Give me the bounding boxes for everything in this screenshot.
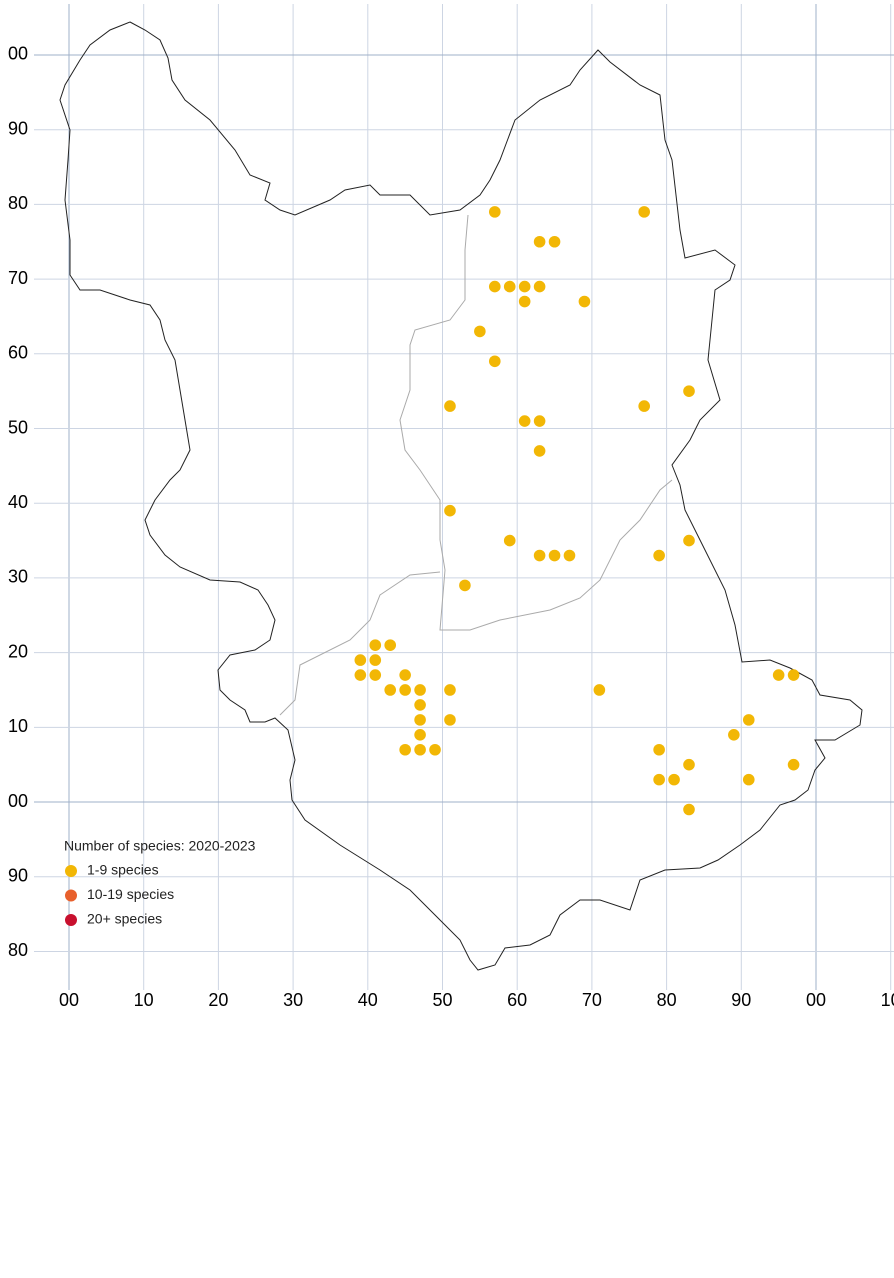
record-dot — [653, 549, 665, 562]
x-tick-label: 70 — [582, 990, 602, 1010]
record-dot — [578, 295, 591, 308]
record-dot — [488, 206, 501, 218]
record-dot — [474, 325, 486, 338]
record-dot — [414, 714, 426, 726]
y-tick-label: 90 — [8, 118, 28, 138]
x-tick-label: 10 — [134, 990, 154, 1010]
record-dot — [518, 295, 531, 308]
legend: 1-9 species 10-19 species 20+ species — [65, 862, 174, 927]
record-dot — [653, 743, 665, 756]
record-dot — [683, 758, 695, 771]
y-tick-label: 40 — [8, 492, 28, 512]
record-dot — [414, 743, 426, 756]
x-tick-label: 40 — [358, 990, 378, 1010]
district-boundary — [279, 214, 673, 716]
y-tick-label: 50 — [8, 417, 28, 437]
legend-label: 20+ species — [87, 911, 162, 927]
x-tick-label: 10 — [881, 990, 894, 1010]
legend-marker — [65, 889, 77, 902]
record-dot — [638, 400, 650, 412]
record-dot — [728, 729, 740, 741]
x-tick-label: 00 — [806, 990, 826, 1010]
record-dot — [444, 400, 456, 412]
record-dot — [742, 714, 755, 726]
record-dot — [683, 803, 695, 816]
record-dot — [444, 684, 456, 696]
x-tick-label: 50 — [432, 990, 452, 1010]
x-tick-label: 00 — [59, 990, 79, 1010]
record-dot — [518, 415, 531, 427]
record-dot — [503, 534, 516, 547]
record-dot — [593, 684, 606, 696]
y-tick-label: 20 — [8, 641, 28, 661]
record-dot — [429, 743, 441, 756]
legend-marker — [65, 914, 77, 926]
record-dot — [444, 714, 456, 726]
record-dot — [533, 415, 546, 427]
record-dot — [384, 639, 397, 651]
record-dot — [533, 445, 546, 457]
x-tick-label: 80 — [657, 990, 677, 1010]
record-dot — [533, 235, 546, 248]
county-outline — [59, 21, 863, 971]
record-dot — [369, 669, 382, 681]
y-tick-label: 80 — [8, 193, 28, 213]
x-tick-label: 60 — [507, 990, 527, 1010]
y-tick-label: 10 — [8, 716, 28, 736]
y-tick-label: 60 — [8, 343, 28, 363]
record-dot — [683, 534, 695, 547]
record-dot — [653, 773, 665, 786]
records — [354, 206, 800, 816]
record-dot — [414, 699, 426, 711]
record-dot — [772, 669, 785, 681]
record-dot — [668, 773, 680, 786]
y-tick-label: 00 — [8, 791, 28, 811]
record-dot — [488, 355, 501, 368]
y-tick-label: 70 — [8, 268, 28, 288]
record-dot — [742, 773, 755, 786]
record-dot — [369, 639, 382, 651]
record-dot — [563, 549, 576, 562]
record-dot — [414, 729, 426, 741]
record-dot — [488, 280, 501, 293]
record-dot — [444, 504, 456, 517]
record-dot — [354, 654, 367, 666]
legend-label: 1-9 species — [87, 862, 159, 878]
record-dot — [533, 280, 546, 293]
record-dot — [518, 280, 531, 293]
record-dot — [369, 654, 382, 666]
legend-label: 10-19 species — [87, 886, 174, 902]
record-dot — [787, 758, 800, 771]
record-dot — [548, 549, 561, 562]
record-dot — [548, 235, 561, 248]
grid — [34, 4, 894, 990]
y-tick-label: 80 — [8, 940, 28, 960]
record-dot — [354, 669, 367, 681]
x-tick-label: 20 — [208, 990, 228, 1010]
record-dot — [787, 669, 800, 681]
record-dot — [503, 280, 516, 293]
y-tick-label: 90 — [8, 865, 28, 885]
record-dot — [399, 684, 411, 696]
record-dot — [459, 579, 471, 592]
y-tick-label: 00 — [8, 44, 28, 64]
x-tick-label: 90 — [731, 990, 751, 1010]
record-dot — [399, 669, 411, 681]
legend-title: Number of species: 2020-2023 — [64, 838, 256, 854]
record-dot — [683, 385, 695, 397]
y-tick-label: 30 — [8, 567, 28, 587]
legend-marker — [65, 865, 77, 877]
record-dot — [414, 684, 426, 696]
record-dot — [638, 206, 650, 218]
x-tick-label: 30 — [283, 990, 303, 1010]
record-dot — [399, 743, 411, 756]
record-dot — [384, 684, 397, 696]
record-dot — [533, 549, 546, 562]
